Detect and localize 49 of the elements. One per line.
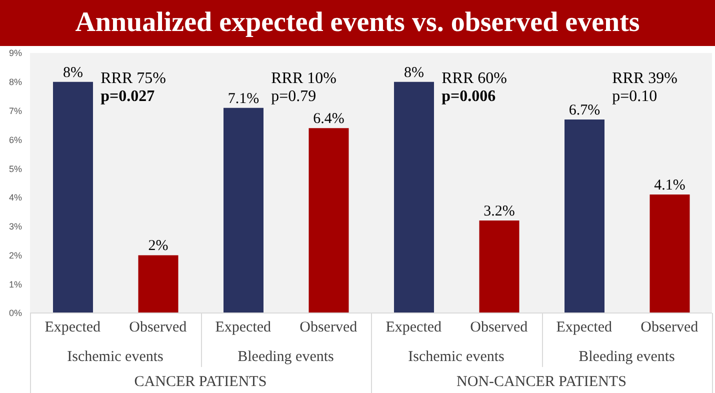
chart-title: Annualized expected events vs. observed events — [0, 0, 715, 46]
x-tick-label: Observed — [129, 320, 188, 336]
x-tick-label: Expected — [44, 320, 102, 336]
annotation: RRR 39% — [612, 70, 678, 88]
text: Bleeding events — [236, 349, 335, 366]
bar — [479, 220, 520, 313]
text: Bleeding events — [578, 349, 676, 366]
bar — [138, 255, 178, 313]
bar — [394, 82, 434, 313]
annotation: p=0.027 — [100, 88, 155, 106]
y-tick-label: 8% — [8, 77, 22, 88]
y-tick-label: 3% — [8, 222, 22, 232]
x-tick-label: Observed — [640, 320, 699, 336]
annotation: p=0.10 — [612, 88, 658, 106]
bar — [224, 108, 264, 313]
text: Ischemic events — [66, 349, 164, 366]
data-label: 2% — [148, 238, 168, 254]
y-tick-label: 1% — [8, 279, 22, 290]
text: NON-CANCER PATIENTS — [456, 374, 628, 391]
y-tick-label: 9% — [8, 48, 22, 58]
data-label: 6.4% — [313, 111, 344, 128]
data-label: 3.2% — [484, 204, 515, 220]
y-tick-label: 0% — [8, 308, 22, 318]
y-tick-label: 4% — [8, 192, 22, 203]
data-label: 8% — [63, 64, 83, 81]
data-label: 4.1% — [654, 178, 686, 194]
x-tick-label: Observed — [470, 320, 528, 336]
x-tick-label: Expected — [215, 320, 272, 336]
x-tick-label: Expected — [556, 320, 613, 336]
x-tick-label: Observed — [300, 320, 358, 336]
bar — [650, 194, 690, 313]
x-tick-label: Expected — [386, 320, 442, 336]
text: CANCER PATIENTS — [133, 374, 268, 391]
bar — [308, 128, 349, 313]
y-tick-label: 7% — [8, 106, 22, 116]
annotation: RRR 75% — [100, 70, 166, 88]
bar — [53, 82, 93, 313]
data-label: 7.1% — [228, 90, 260, 107]
bar — [564, 119, 604, 313]
data-label: 6.7% — [568, 102, 600, 118]
y-tick-label: 2% — [8, 250, 22, 260]
annotation: p=0.006 — [442, 88, 496, 106]
annotation: RRR 10% — [271, 70, 336, 88]
data-label: 8% — [404, 64, 424, 81]
text: Ischemic events — [407, 349, 506, 366]
y-tick-label: 6% — [8, 134, 22, 145]
annotation: RRR 60% — [442, 70, 507, 88]
annotation: p=0.79 — [271, 88, 316, 106]
y-tick-label: 5% — [8, 164, 22, 174]
